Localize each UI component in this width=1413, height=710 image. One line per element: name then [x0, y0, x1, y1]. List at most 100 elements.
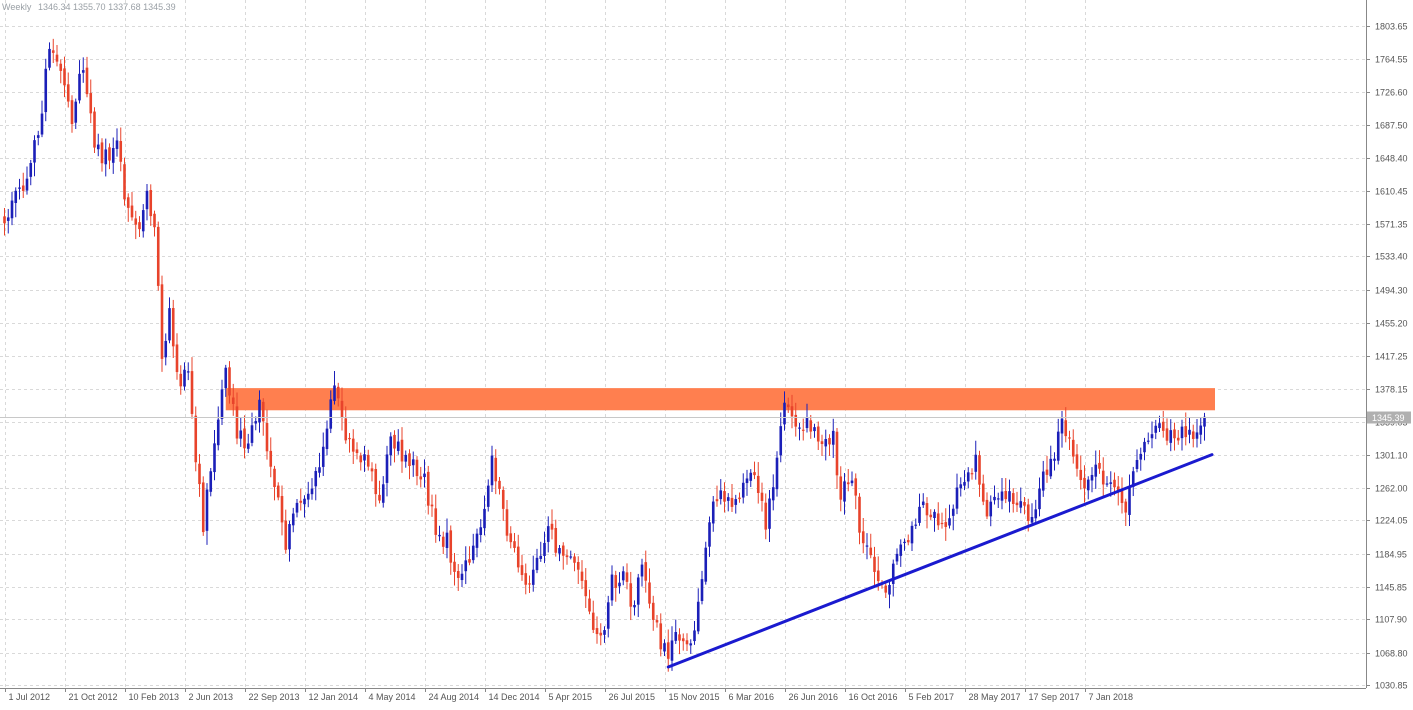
candle [873, 546, 876, 586]
candle [948, 504, 951, 529]
candle [771, 474, 775, 511]
candle [1079, 455, 1083, 490]
candle [318, 452, 321, 478]
candle [479, 519, 483, 543]
candle [483, 495, 486, 536]
candle [10, 191, 14, 226]
candle [1158, 415, 1161, 433]
candle [1053, 452, 1056, 471]
candle [1098, 450, 1101, 474]
candle [831, 418, 835, 458]
candle [1131, 466, 1135, 497]
y-tick-label: 1107.90 [1375, 615, 1407, 625]
candle [1120, 477, 1124, 514]
candle [786, 397, 790, 413]
y-tick-label: 1803.65 [1375, 22, 1408, 32]
candle [670, 626, 674, 671]
candle [659, 613, 663, 657]
candle [183, 362, 186, 391]
candle [625, 563, 629, 590]
candle [985, 492, 989, 520]
candle [1049, 445, 1053, 480]
candle [400, 427, 404, 473]
candle [595, 616, 599, 644]
candle [588, 589, 591, 615]
candle [561, 542, 565, 570]
candle [96, 133, 100, 157]
candle [201, 476, 205, 536]
candle [959, 477, 963, 497]
candle [798, 423, 801, 441]
candle [546, 516, 550, 553]
candle [678, 628, 681, 655]
x-tick-label: 16 Oct 2016 [849, 692, 898, 702]
candle [509, 526, 513, 549]
candle [910, 521, 914, 552]
candle [175, 333, 179, 380]
candle [914, 518, 918, 529]
candle [824, 429, 828, 461]
candle [696, 588, 700, 635]
candle [929, 509, 933, 520]
candle [385, 445, 389, 497]
candle [1169, 419, 1173, 452]
candle [850, 471, 854, 487]
candle [348, 432, 351, 453]
candle [179, 365, 183, 395]
candle [494, 449, 498, 495]
candle [723, 482, 726, 513]
candle [1135, 449, 1139, 473]
candle [1004, 478, 1008, 504]
candle [576, 556, 580, 585]
candle [584, 568, 588, 609]
candle [580, 560, 584, 590]
candle [374, 463, 378, 507]
y-tick-label: 1301.10 [1375, 451, 1408, 461]
candle [760, 482, 764, 512]
candle [505, 499, 509, 542]
candle [55, 44, 59, 67]
y-tick-label: 1068.80 [1375, 649, 1408, 659]
candle [1086, 476, 1090, 500]
candle [708, 516, 711, 557]
candle [535, 548, 539, 574]
candle [936, 502, 940, 530]
candle [48, 42, 51, 71]
candle [1105, 476, 1109, 487]
candle [70, 95, 74, 133]
candle [674, 619, 678, 644]
candle [618, 572, 621, 594]
y-tick-label: 1417.25 [1375, 352, 1408, 362]
candle [978, 450, 981, 497]
candle [445, 518, 449, 559]
candle [933, 509, 936, 532]
candle [1124, 498, 1128, 527]
candle [1109, 471, 1113, 497]
candle [591, 600, 595, 634]
candle [756, 462, 760, 504]
candle [160, 275, 164, 372]
candle [29, 159, 33, 186]
candle [565, 549, 569, 565]
timeframe-label: Weekly [2, 2, 32, 12]
candle [989, 495, 993, 527]
candle [149, 184, 153, 226]
candle [453, 552, 456, 586]
candle [531, 555, 535, 592]
candle [1056, 418, 1060, 465]
candle [486, 479, 490, 512]
candle [216, 406, 220, 451]
last-price-tag [1367, 411, 1411, 424]
candle [235, 392, 239, 445]
candle [25, 166, 29, 195]
candle [1038, 477, 1041, 517]
candle [381, 476, 385, 508]
candle [498, 476, 501, 495]
candle [768, 490, 771, 543]
candle [749, 469, 753, 488]
grid [0, 0, 1366, 688]
candle [59, 59, 63, 84]
candle [415, 456, 419, 486]
candle [925, 497, 929, 529]
